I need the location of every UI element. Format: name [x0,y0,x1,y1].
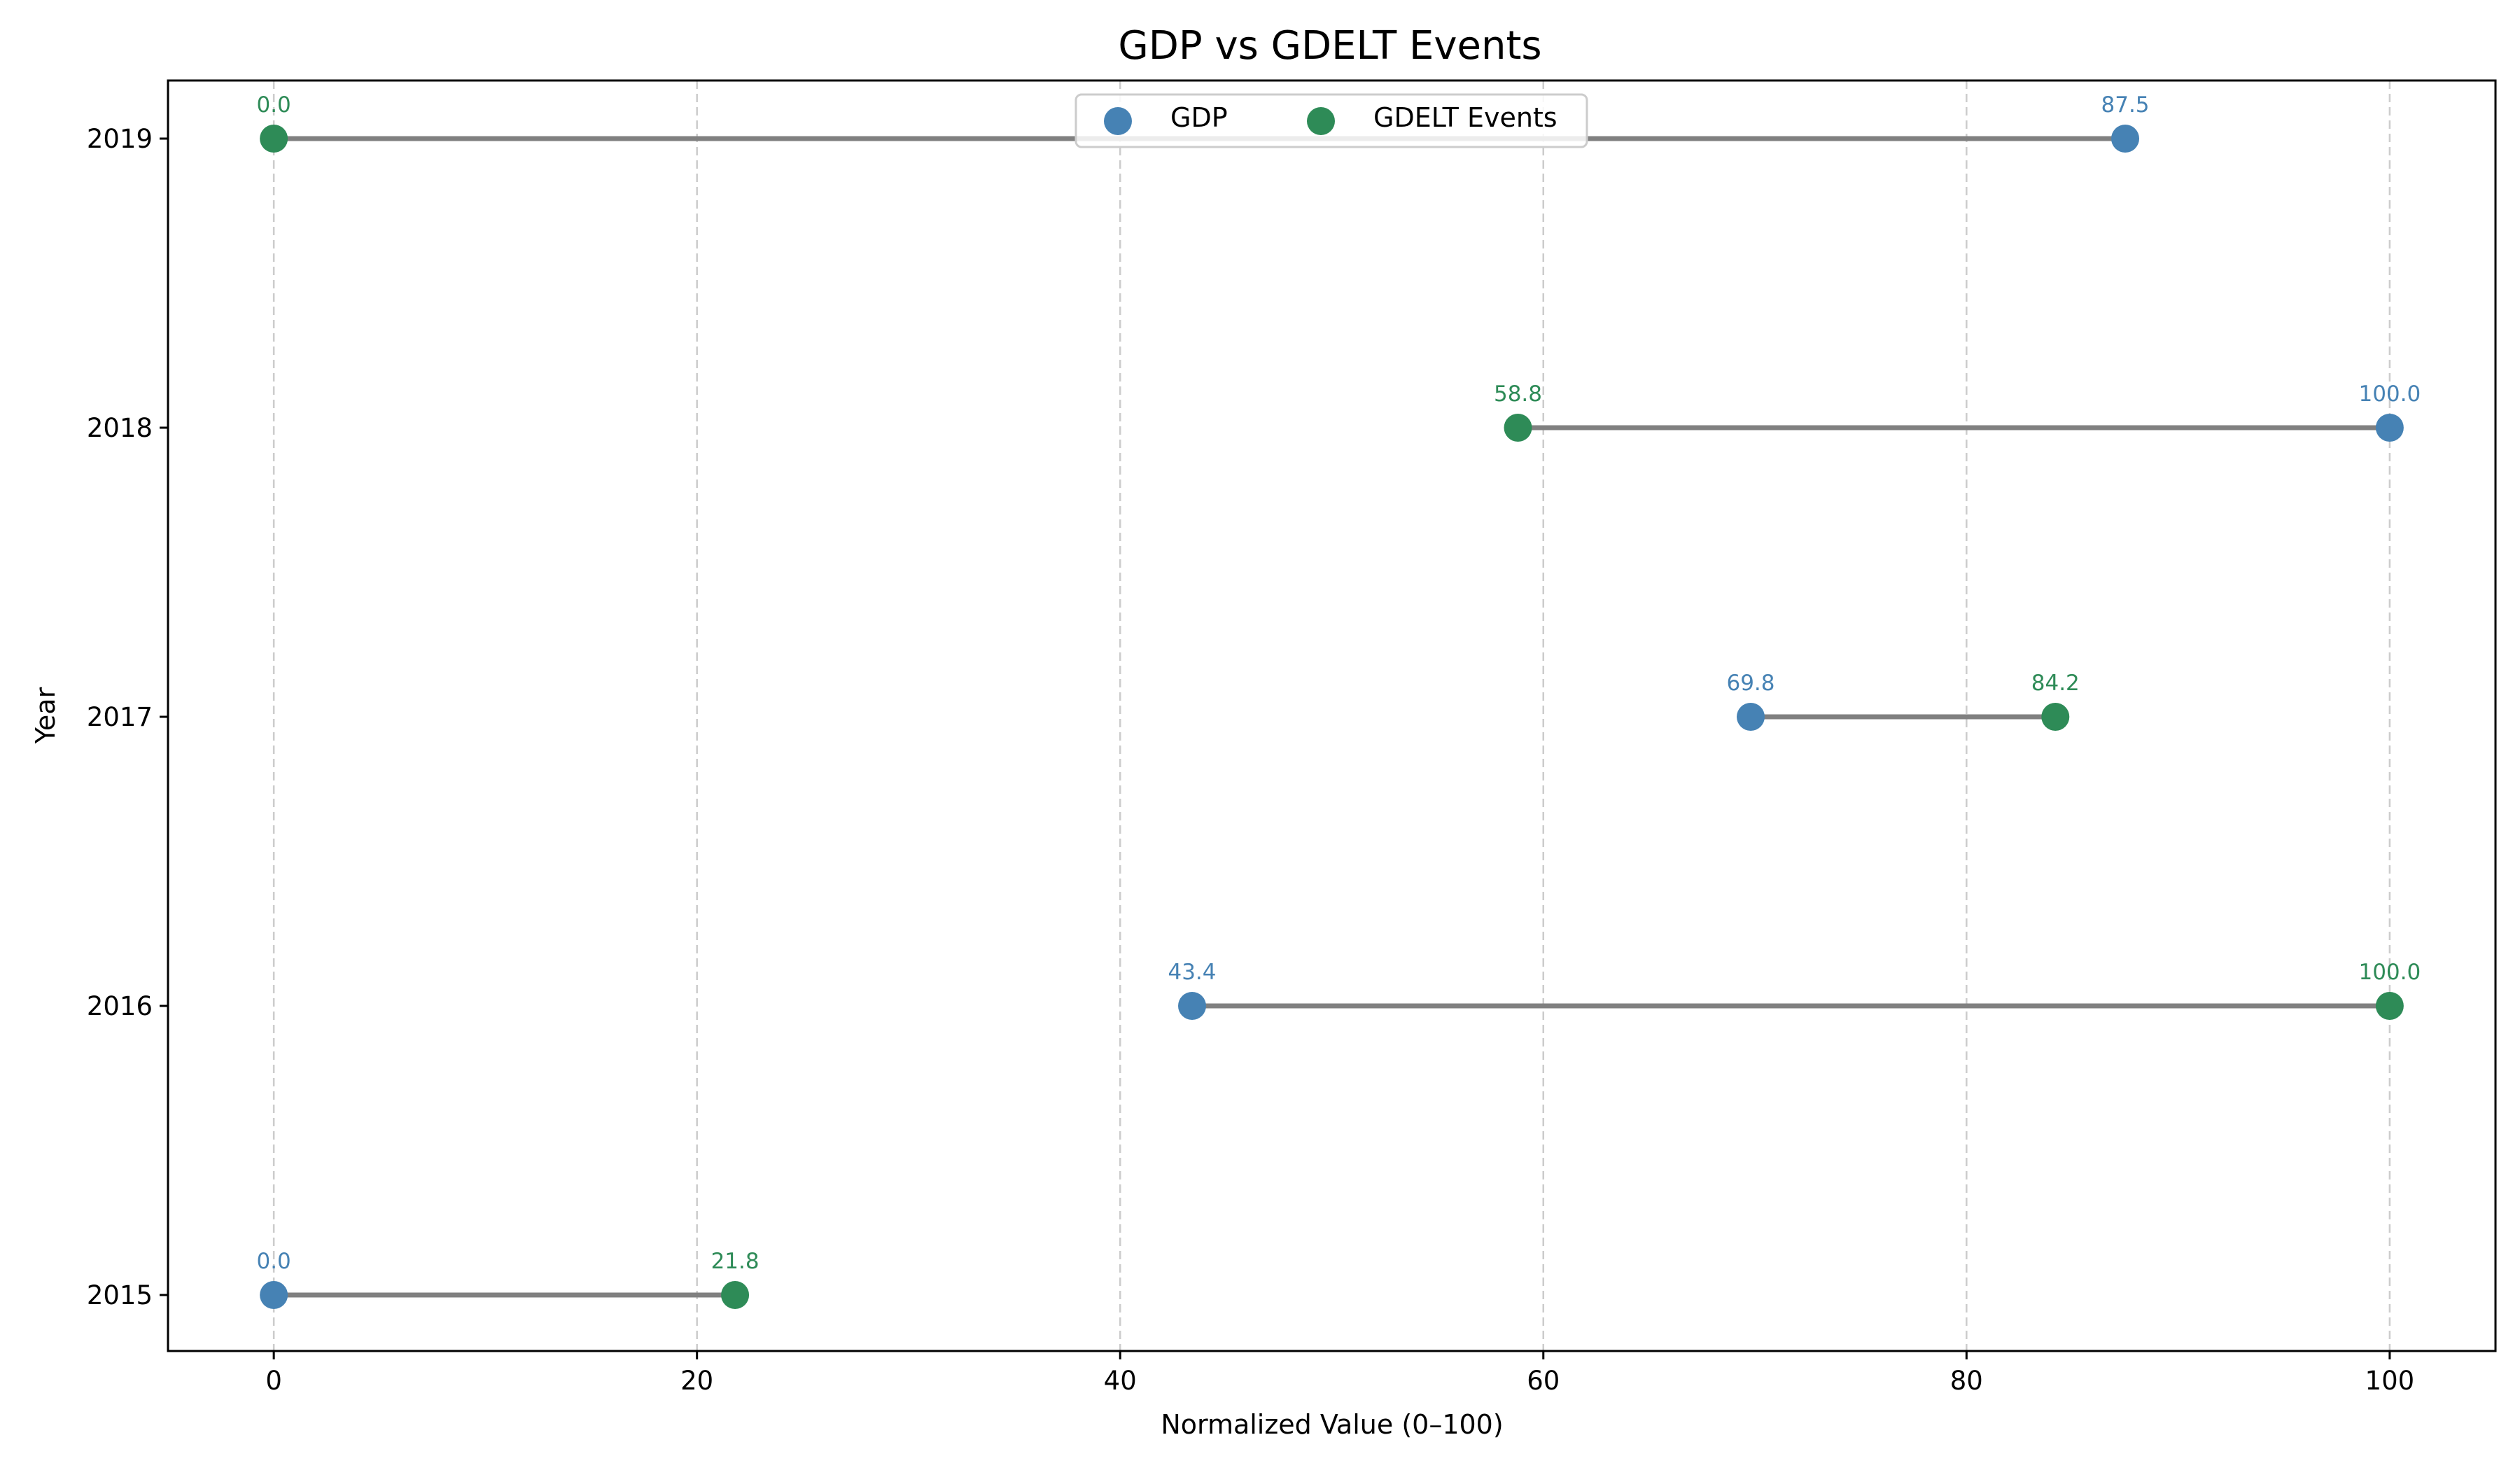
y-tick-label: 2016 [87,991,153,1021]
data-label-gdp: 0.0 [256,1249,290,1274]
data-point-gdp [260,1281,288,1309]
data-point-gdp [1178,992,1206,1020]
data-point-gdelt-events [1504,414,1532,442]
y-tick-label: 2018 [87,413,153,443]
data-label-gdelt-events: 84.2 [2031,671,2080,696]
y-tick-label: 2019 [87,124,153,154]
data-label-gdp: 69.8 [1726,671,1774,696]
data-label-gdelt-events: 58.8 [1494,382,1542,407]
legend-label-gdp: GDP [1170,102,1228,133]
legend-marker-gdp [1104,107,1132,135]
data-point-gdelt-events [2041,703,2070,731]
x-tick-label: 20 [680,1366,713,1396]
data-label-gdelt-events: 21.8 [711,1249,760,1274]
data-label-gdelt-events: 100.0 [2358,960,2421,985]
data-label-gdp: 100.0 [2358,382,2421,407]
y-tick-label: 2015 [87,1280,153,1310]
legend: GDP GDELT Events [1074,93,1588,148]
y-axis-label: Year [30,687,61,744]
x-tick-label: 60 [1527,1366,1560,1396]
data-label-gdp: 87.5 [2101,92,2150,118]
data-point-gdelt-events [721,1281,750,1309]
x-axis-label: Normalized Value (0–100) [1161,1409,1503,1440]
data-label-gdelt-events: 0.0 [256,92,290,118]
legend-label-gdelt-events: GDELT Events [1373,102,1558,133]
label-layer: 0.0 43.4 69.8 100.0 87.5 21.8 100.0 84.2 58.8 0.0 [256,92,2421,1274]
data-point-gdp [2111,125,2140,153]
data-point-gdelt-events [2375,992,2404,1020]
data-point-gdp [1737,703,1765,731]
data-point-gdp [2375,414,2404,442]
x-tick-label: 40 [1104,1366,1137,1396]
x-tick-label: 80 [1950,1366,1983,1396]
x-tick-label: 100 [2365,1366,2415,1396]
x-tick-label: 0 [265,1366,282,1396]
point-layer [260,125,2404,1309]
data-label-gdp: 43.4 [1168,960,1216,985]
grid-layer [272,80,2391,1351]
data-point-gdelt-events [260,125,288,153]
legend-marker-gdelt-events [1307,107,1335,135]
y-tick-label: 2017 [87,702,153,732]
chart-title: GDP vs GDELT Events [1118,23,1541,69]
tick-layer: 0 20 40 60 80 100 2015 2016 2017 2018 2019 [87,124,2414,1396]
